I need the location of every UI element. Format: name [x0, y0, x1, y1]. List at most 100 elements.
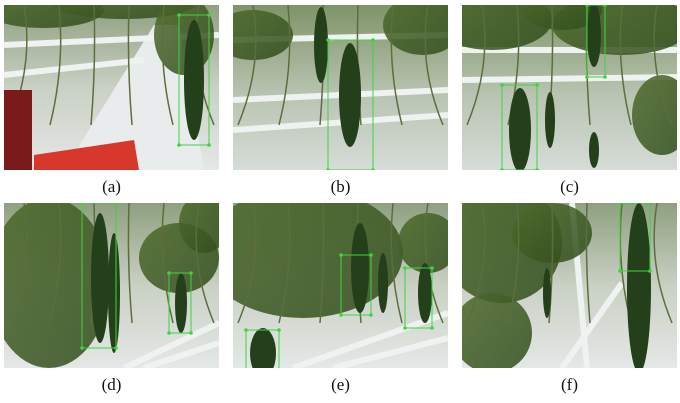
keypoint: [403, 266, 407, 270]
stem: [90, 5, 96, 126]
stem: [653, 203, 673, 324]
stem: [507, 203, 520, 324]
pipe: [143, 340, 219, 368]
stem: [278, 5, 291, 126]
leaf: [179, 203, 219, 253]
keypoint: [244, 328, 248, 332]
keypoint: [189, 271, 193, 275]
cucumber: [587, 5, 601, 67]
keypoint: [371, 38, 375, 42]
pipe: [559, 281, 625, 368]
keypoint: [535, 168, 539, 170]
cucumber: [184, 20, 204, 140]
keypoint: [167, 331, 171, 335]
keypoint: [603, 5, 607, 7]
detection-box: [178, 14, 210, 146]
keypoint: [369, 253, 373, 257]
keypoint: [371, 168, 375, 170]
cucumber: [250, 328, 276, 368]
keypoint: [403, 326, 407, 330]
stem: [424, 203, 444, 324]
keypoint: [207, 13, 211, 17]
panel-caption: (c): [560, 177, 579, 196]
cucumber: [418, 263, 432, 323]
pipe: [233, 112, 448, 133]
leaf: [4, 203, 109, 368]
keypoint: [339, 253, 343, 257]
keypoint: [339, 313, 343, 317]
pipe: [291, 310, 448, 368]
stem: [619, 5, 632, 126]
stem: [161, 5, 174, 126]
leaf: [383, 5, 448, 55]
stem: [319, 203, 325, 324]
detection-box: [586, 5, 606, 78]
stem: [466, 5, 486, 126]
keypoint: [585, 75, 589, 79]
cucumber: [589, 132, 599, 168]
detection-box: [501, 84, 538, 170]
cucumber: [351, 223, 369, 313]
stem: [278, 203, 291, 324]
keypoint: [535, 83, 539, 87]
keypoint: [80, 203, 84, 205]
stem: [390, 5, 403, 126]
detection-box: [619, 203, 651, 272]
stem: [49, 5, 62, 126]
keypoint: [114, 203, 118, 205]
keypoint: [244, 368, 248, 372]
keypoint: [500, 83, 504, 87]
keypoint: [430, 266, 434, 270]
leaf: [233, 10, 293, 60]
cucumber: [545, 92, 555, 148]
stem: [424, 5, 444, 126]
detection-box: [340, 254, 372, 316]
leaf: [522, 5, 602, 30]
cucumber: [378, 253, 388, 313]
keypoint: [500, 168, 504, 170]
photo-panel: [233, 5, 448, 170]
cucumber: [91, 213, 109, 343]
keypoint: [114, 346, 118, 350]
stem: [8, 203, 28, 324]
keypoint: [167, 271, 171, 275]
keypoint: [177, 143, 181, 147]
detection-box: [327, 39, 374, 170]
stem: [653, 5, 673, 126]
stem: [237, 203, 257, 324]
stem: [237, 5, 257, 126]
pipe: [462, 74, 677, 83]
pipe: [4, 57, 145, 78]
keypoint: [207, 143, 211, 147]
panel-caption: (b): [331, 177, 351, 196]
stem: [585, 203, 591, 324]
stem: [127, 203, 133, 324]
keypoint: [369, 313, 373, 317]
panel-caption: (e): [331, 375, 350, 394]
pipe: [122, 320, 219, 368]
cucumber: [509, 88, 531, 170]
keypoint: [430, 326, 434, 330]
stem: [127, 5, 133, 126]
stem: [49, 203, 62, 324]
detection-box: [168, 272, 192, 334]
keypoint: [618, 203, 622, 205]
keypoint: [277, 328, 281, 332]
keypoint: [80, 346, 84, 350]
leaf: [233, 203, 403, 318]
photo-panel: [462, 5, 677, 170]
stem: [195, 203, 215, 324]
stem: [466, 203, 486, 324]
keypoint: [326, 38, 330, 42]
cucumber: [543, 268, 551, 318]
leaf: [398, 213, 448, 273]
stem: [161, 203, 174, 324]
keypoint: [648, 203, 652, 205]
keypoint: [277, 368, 281, 372]
leaf: [462, 293, 532, 368]
cucumber: [175, 273, 187, 333]
stem: [548, 203, 554, 324]
cucumber: [627, 203, 651, 368]
